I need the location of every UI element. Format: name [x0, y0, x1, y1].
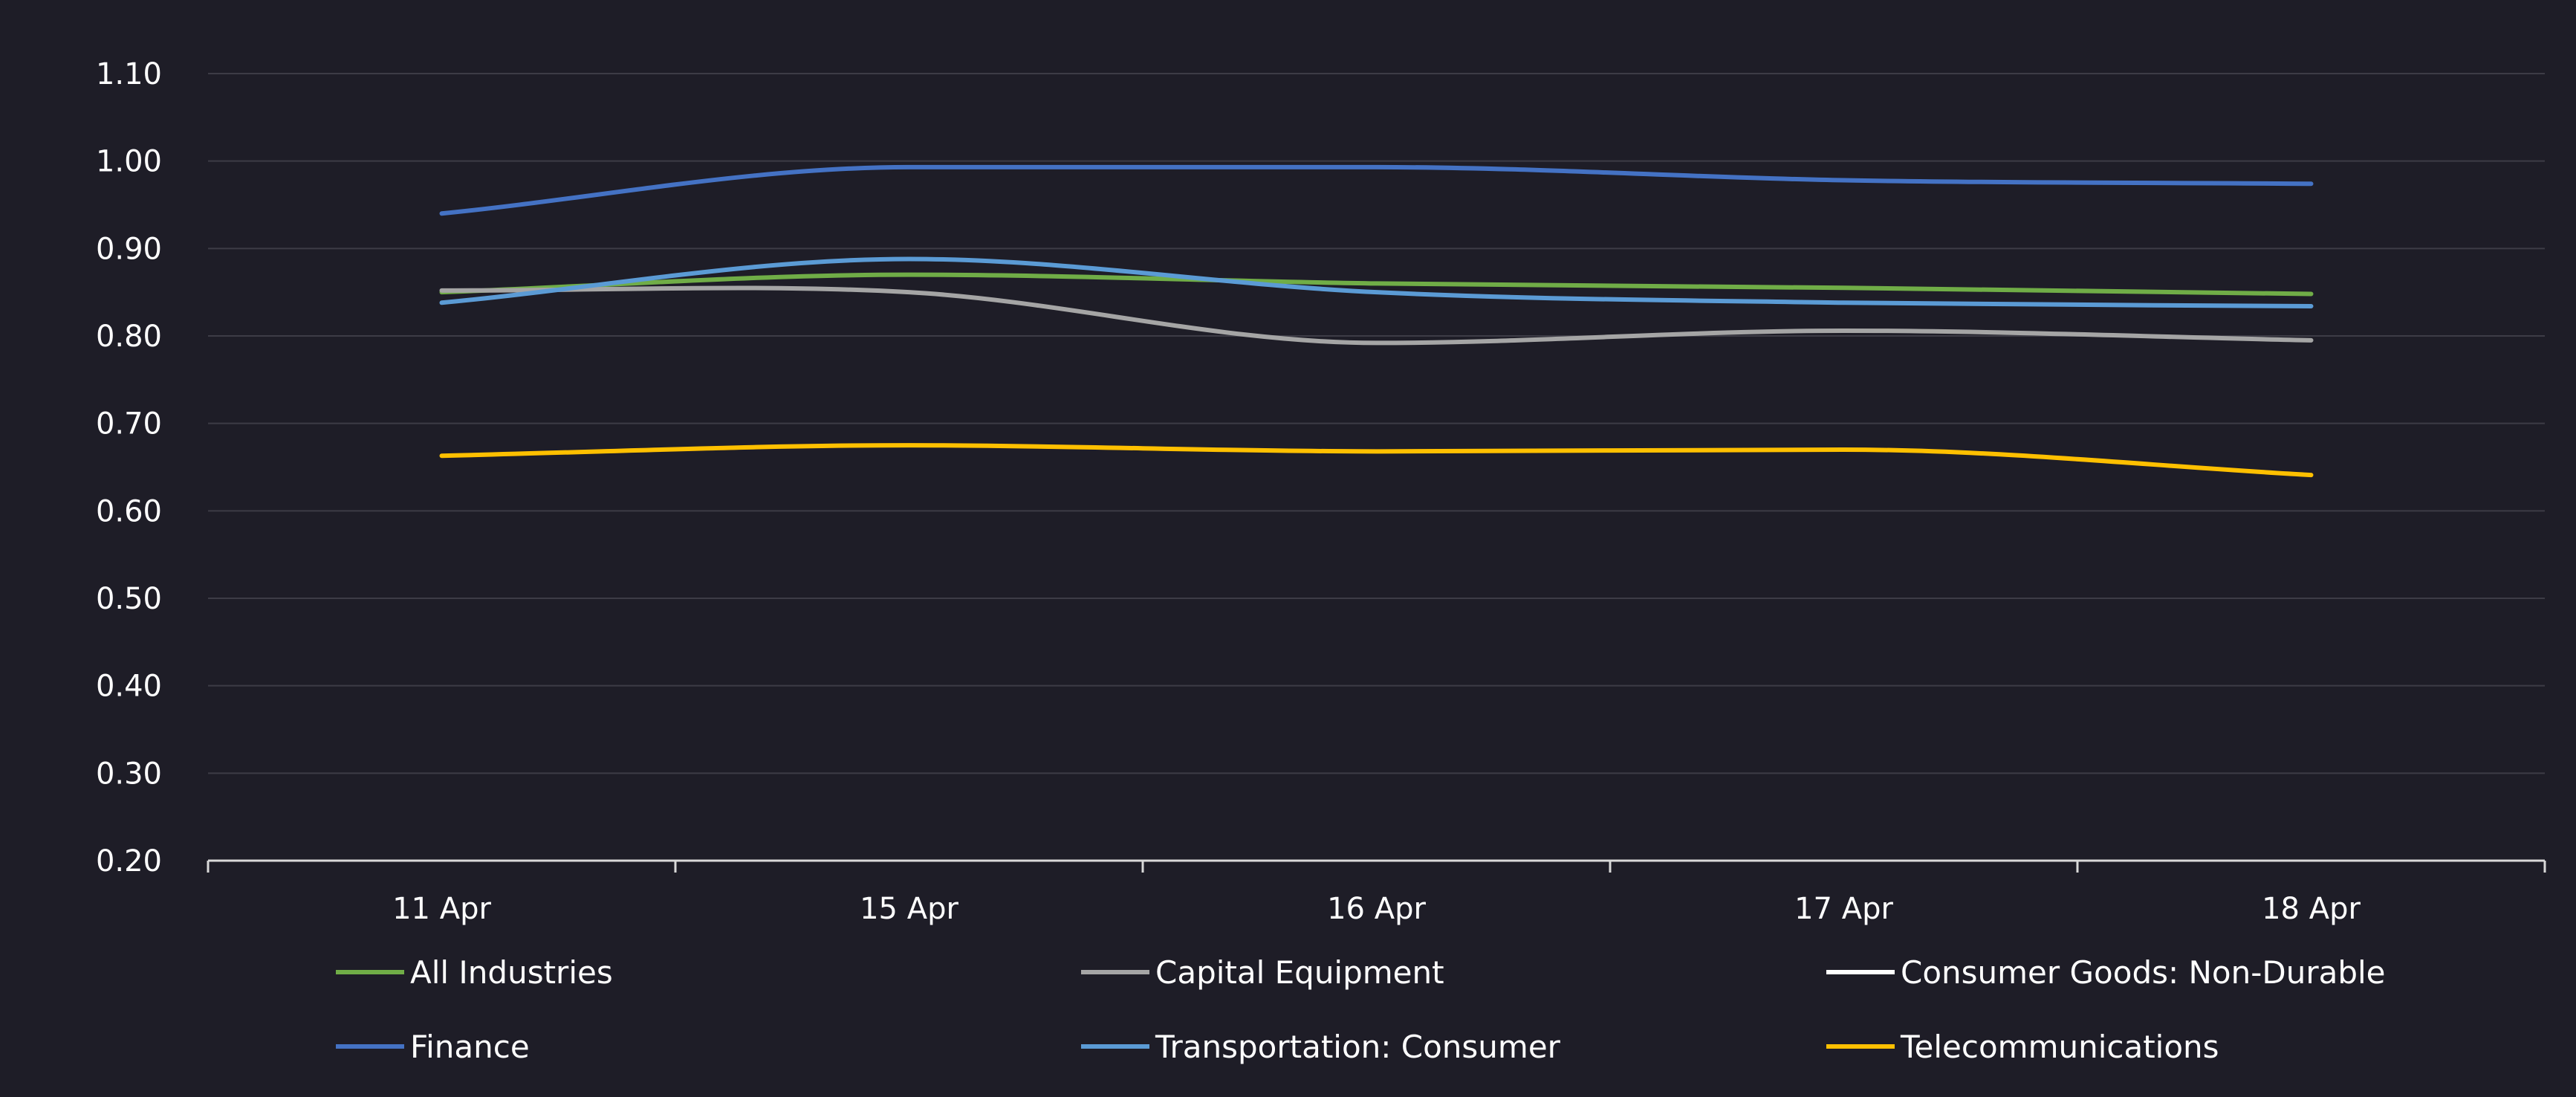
legend-label-finance: Finance — [410, 1029, 530, 1065]
series-line-telecommunications — [439, 443, 2314, 478]
y-tick-label: 0.20 — [96, 844, 162, 878]
y-tick-label: 1.00 — [96, 145, 162, 179]
series-line-all-industries — [439, 272, 2314, 297]
x-tick-label: 15 Apr — [860, 892, 958, 926]
legend-label-transportation-consumer: Transportation: Consumer — [1155, 1029, 1561, 1065]
x-tick-label: 18 Apr — [2262, 892, 2361, 926]
x-tick-label: 11 Apr — [392, 892, 491, 926]
series-line-finance — [439, 164, 2314, 216]
legend-label-consumer-goods-non-durable: Consumer Goods: Non-Durable — [1901, 954, 2386, 991]
x-axis: 11 Apr 15 Apr 16 Apr 17 Apr 18 Apr — [207, 859, 2546, 926]
y-tick-label: 0.80 — [96, 320, 162, 354]
series-line-capital-equipment — [439, 285, 2314, 346]
x-tick-label: 16 Apr — [1327, 892, 1426, 926]
series-line-transportation-consumer — [439, 256, 2314, 308]
y-tick-label: 0.30 — [96, 757, 162, 791]
y-tick-label: 0.60 — [96, 494, 162, 528]
y-tick-label: 0.90 — [96, 232, 162, 266]
series-lines — [439, 164, 2314, 478]
y-tick-label: 1.10 — [96, 57, 162, 91]
y-tick-label: 0.50 — [96, 582, 162, 616]
legend-label-capital-equipment: Capital Equipment — [1155, 954, 1444, 991]
y-tick-label: 0.40 — [96, 670, 162, 704]
x-tick-label: 17 Apr — [1794, 892, 1893, 926]
gridlines — [208, 73, 2545, 774]
legend-label-telecommunications: Telecommunications — [1900, 1029, 2219, 1065]
y-tick-label: 0.70 — [96, 407, 162, 441]
legend: All Industries Capital Equipment Consumer … — [336, 954, 2386, 1065]
legend-label-all-industries: All Industries — [410, 954, 613, 991]
y-axis: 0.20 0.30 0.40 0.50 0.60 0.70 0.80 0.90 1.00 1.10 — [96, 57, 162, 878]
